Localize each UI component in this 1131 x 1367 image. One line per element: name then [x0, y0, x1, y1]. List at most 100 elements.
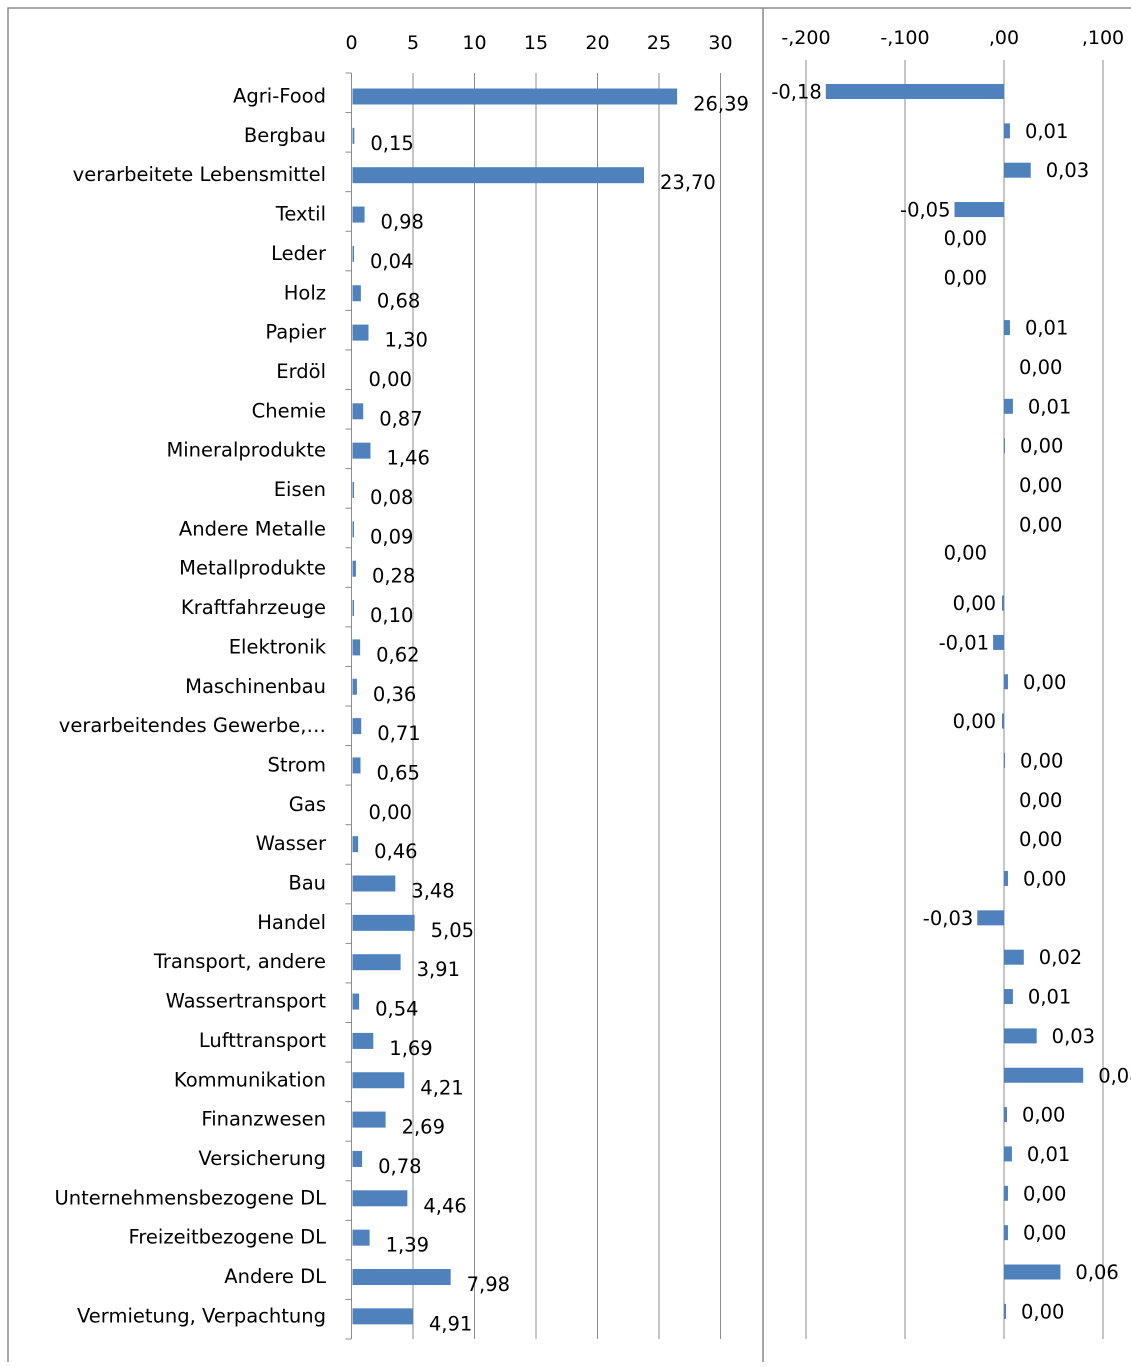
left-bar	[352, 678, 357, 695]
left-data-label: 4,46	[423, 1194, 466, 1217]
right-bar	[1004, 123, 1010, 139]
category-label: Eisen	[274, 478, 326, 501]
left-bar	[352, 1269, 451, 1285]
category-label: Vermietung, Verpachtung	[77, 1304, 326, 1327]
right-data-label: 0,03	[1046, 159, 1089, 182]
right-data-label: 0,00	[1019, 513, 1062, 536]
right-bar	[1004, 1107, 1007, 1123]
left-data-label: 0,87	[379, 407, 422, 430]
right-bar	[1002, 713, 1004, 729]
left-bar	[352, 600, 354, 617]
category-label: Leder	[271, 242, 327, 265]
right-data-label: 0,01	[1025, 120, 1068, 143]
right-bar	[1002, 595, 1004, 611]
left-bar	[352, 1072, 405, 1089]
left-bar	[352, 560, 356, 577]
right-bar	[954, 202, 1004, 218]
right-bar	[1004, 1146, 1012, 1162]
left-data-label: 0,10	[370, 604, 413, 627]
left-bar	[352, 1229, 370, 1246]
left-bar	[352, 206, 365, 223]
left-data-label: 0,28	[372, 565, 415, 588]
right-data-label: 0,01	[1028, 986, 1071, 1009]
left-tick-label: 25	[647, 32, 671, 54]
left-tick-label: 15	[524, 32, 548, 54]
left-tick-label: 20	[585, 32, 609, 54]
right-data-label: 0,00	[1023, 671, 1066, 694]
left-data-label: 3,91	[417, 958, 460, 981]
category-label: Kraftfahrzeuge	[181, 596, 326, 619]
right-bar	[1004, 1225, 1008, 1241]
left-data-label: 0,08	[370, 486, 413, 509]
category-label: Agri-Food	[233, 85, 326, 108]
left-data-label: 0,54	[375, 998, 418, 1021]
category-label: Transport, andere	[153, 950, 326, 973]
left-data-label: 26,39	[693, 93, 749, 116]
left-tick-label: 5	[407, 32, 419, 54]
left-bar	[352, 757, 361, 774]
right-data-label: 0,00	[953, 592, 996, 615]
right-tick-label: ,100	[1082, 27, 1124, 49]
left-data-label: 0,46	[374, 840, 417, 863]
right-tick-label: -,100	[880, 27, 929, 49]
category-label: Andere Metalle	[179, 517, 326, 540]
left-data-label: 0,62	[376, 643, 419, 666]
right-bar	[1004, 1067, 1084, 1083]
left-bar	[352, 914, 415, 931]
category-label: Versicherung	[198, 1147, 326, 1170]
category-label: Wassertransport	[166, 990, 327, 1013]
left-bar	[352, 88, 678, 105]
left-data-label: 1,46	[386, 447, 429, 470]
category-label: Erdöl	[276, 360, 326, 383]
right-data-label: 0,00	[944, 227, 987, 250]
category-label: Handel	[257, 911, 326, 934]
left-data-label: 4,91	[429, 1312, 472, 1335]
left-bar	[352, 993, 360, 1010]
left-data-label: 0,04	[370, 250, 413, 273]
right-data-label: 0,00	[1023, 1222, 1066, 1245]
right-bar	[977, 910, 1004, 926]
left-bar	[352, 482, 354, 498]
right-bar	[993, 634, 1004, 650]
left-data-label: 0,65	[376, 761, 419, 784]
category-label: Finanzwesen	[201, 1108, 326, 1131]
left-data-label: 0,98	[381, 211, 424, 234]
category-label: Holz	[284, 281, 326, 304]
left-bar	[352, 875, 396, 892]
right-data-label: 0,00	[1019, 828, 1062, 851]
left-data-label: 5,05	[431, 919, 474, 942]
left-data-label: 0,36	[373, 683, 416, 706]
right-data-label: -0,18	[771, 81, 821, 104]
category-label: Elektronik	[229, 635, 327, 658]
category-label: Wasser	[256, 832, 327, 855]
category-label: Chemie	[252, 399, 326, 422]
right-data-label: 0,08	[1098, 1064, 1131, 1087]
left-bar	[352, 1150, 363, 1167]
left-bar	[352, 521, 354, 538]
category-label: Unternehmensbezogene DL	[54, 1186, 326, 1209]
left-tick-label: 10	[462, 32, 486, 54]
left-bar	[352, 1190, 408, 1207]
left-bar	[352, 245, 354, 262]
left-tick-label: 0	[345, 32, 357, 54]
right-data-label: 0,02	[1039, 946, 1082, 969]
left-bar	[352, 1308, 413, 1325]
left-data-label: 1,39	[386, 1234, 429, 1257]
left-bar	[352, 324, 369, 341]
right-bar	[1004, 989, 1013, 1005]
left-data-label: 0,78	[378, 1155, 421, 1178]
right-data-label: 0,01	[1028, 395, 1071, 418]
right-data-label: 0,00	[1021, 1300, 1064, 1323]
right-data-label: 0,01	[1027, 1143, 1070, 1166]
left-data-label: 0,09	[370, 525, 413, 548]
right-data-label: 0,00	[953, 710, 996, 733]
left-data-label: 0,15	[370, 132, 413, 155]
left-bar	[352, 442, 371, 459]
right-tick-label: -,200	[781, 27, 830, 49]
right-bar	[1004, 871, 1008, 886]
right-bar	[1004, 1264, 1061, 1280]
right-data-label: 0,00	[944, 266, 987, 289]
right-bar	[1004, 162, 1031, 178]
right-bar	[1004, 949, 1024, 965]
